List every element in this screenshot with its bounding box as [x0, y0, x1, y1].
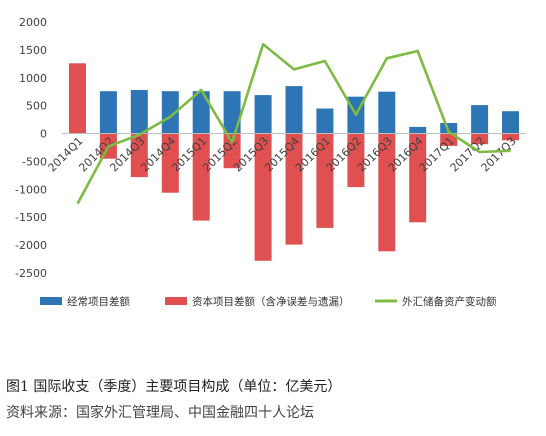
capital-account-bar — [161, 133, 179, 193]
current-account-bar — [192, 91, 210, 134]
y-tick-label: 1500 — [19, 44, 47, 57]
legend-swatch — [40, 297, 62, 305]
capital-account-bar — [440, 133, 458, 146]
capital-account-bar — [502, 133, 519, 141]
capital-account-bar — [130, 133, 148, 178]
legend-label: 经常项目差额 — [67, 295, 130, 308]
legend: 经常项目差额 资本项目差额（含净误差与遗漏） 外汇储备资产变动额 — [40, 295, 497, 308]
capital-account-bar — [285, 133, 303, 245]
current-account-bar — [471, 105, 489, 134]
y-axis: 2000 1500 1000 500 0 -500 -1000 -1500 -2000 -2500 — [15, 16, 47, 280]
capital-account-bar — [347, 133, 365, 188]
legend-capital-account: 资本项目差额（含净误差与遗漏） — [165, 295, 350, 308]
y-tick-label: -2000 — [15, 239, 47, 252]
capital-account-bar — [192, 133, 210, 221]
legend-label: 资本项目差额（含净误差与遗漏） — [192, 295, 350, 308]
current-account-bar — [161, 91, 179, 134]
current-account-bar — [130, 90, 148, 134]
legend-reserve-change: 外汇储备资产变动额 — [375, 295, 497, 308]
y-tick-label: 0 — [40, 128, 47, 141]
current-account-bar — [99, 91, 117, 134]
current-account-bar — [285, 86, 303, 134]
line-series — [76, 42, 511, 205]
capital-account-bar — [69, 63, 86, 134]
reserve-change-line — [76, 42, 511, 205]
legend-swatch — [165, 297, 187, 305]
capital-account-bar — [223, 133, 241, 169]
current-account-bar — [223, 91, 241, 134]
y-tick-label: -2500 — [15, 267, 47, 280]
current-account-bar — [409, 126, 427, 134]
legend-label: 外汇储备资产变动额 — [402, 295, 497, 308]
legend-current-account: 经常项目差额 — [40, 295, 130, 308]
current-account-bar — [254, 95, 272, 134]
y-tick-label: -1500 — [15, 211, 47, 224]
y-tick-label: -500 — [22, 155, 47, 168]
capital-account-bar — [409, 133, 427, 223]
capital-account-bar — [378, 133, 396, 252]
y-tick-label: 1000 — [19, 72, 47, 85]
y-tick-label: 500 — [26, 100, 47, 113]
figure-caption: 图1 国际收支（季度）主要项目构成（单位：亿美元） — [6, 379, 342, 395]
capital-account-bar — [316, 133, 334, 228]
source-note: 资料来源：国家外汇管理局、中国金融四十人论坛 — [6, 405, 314, 421]
capital-account-bar — [254, 133, 272, 261]
current-account-bar — [378, 91, 396, 134]
capital-account-bar — [471, 133, 489, 145]
current-account-bar — [502, 111, 519, 134]
y-tick-label: 2000 — [19, 16, 47, 29]
y-tick-label: -1000 — [15, 183, 47, 196]
current-account-bar — [316, 108, 334, 134]
